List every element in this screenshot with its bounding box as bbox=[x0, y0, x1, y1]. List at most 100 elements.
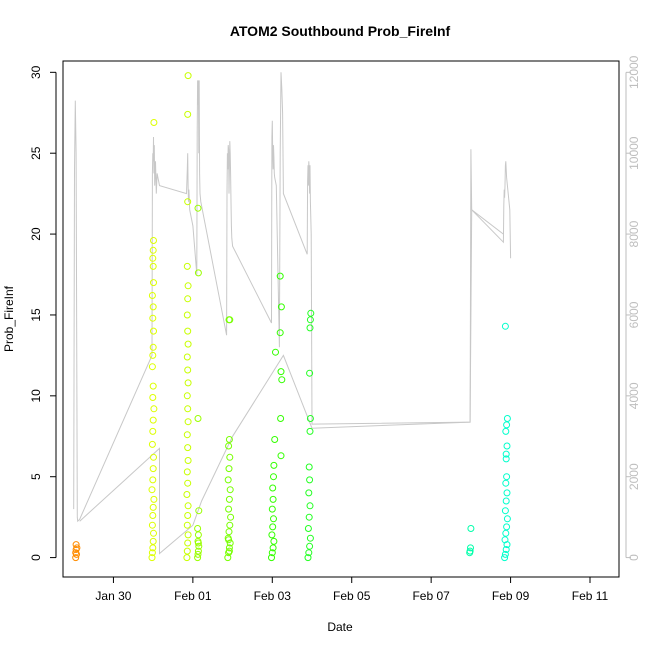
data-point bbox=[269, 544, 277, 552]
x-tick-label: Feb 11 bbox=[572, 589, 609, 603]
data-point bbox=[226, 486, 234, 494]
data-point bbox=[226, 453, 234, 461]
data-point bbox=[225, 547, 233, 555]
x-tick-label: Feb 09 bbox=[492, 589, 530, 603]
data-point bbox=[467, 544, 474, 552]
data-point bbox=[269, 484, 277, 492]
data-point bbox=[501, 536, 509, 544]
data-point bbox=[226, 521, 234, 529]
data-point bbox=[277, 415, 285, 422]
right-tick-label: 2000 bbox=[627, 463, 641, 490]
data-point bbox=[149, 416, 157, 424]
data-point bbox=[277, 303, 285, 311]
data-point bbox=[501, 550, 509, 558]
x-tick-label: Feb 05 bbox=[333, 589, 371, 603]
data-point bbox=[72, 554, 80, 562]
data-point bbox=[148, 486, 156, 494]
y-tick-label: 5 bbox=[29, 473, 43, 480]
data-point bbox=[184, 366, 192, 374]
data-point bbox=[194, 550, 202, 558]
data-point bbox=[184, 512, 192, 519]
right-tick-label: 0 bbox=[627, 554, 641, 561]
data-point bbox=[503, 489, 511, 497]
data-point bbox=[184, 340, 192, 348]
data-point bbox=[150, 279, 157, 287]
data-point bbox=[270, 473, 277, 481]
data-point bbox=[183, 262, 191, 270]
right-axis: 0 2000 4000 6000 8000 10000 12000 bbox=[625, 55, 641, 561]
data-point bbox=[184, 282, 192, 290]
data-point bbox=[149, 512, 157, 519]
data-point bbox=[306, 542, 314, 550]
data-point bbox=[225, 544, 233, 552]
data-point bbox=[276, 329, 284, 337]
data-point bbox=[149, 476, 157, 484]
data-point bbox=[150, 453, 157, 461]
data-point bbox=[502, 427, 510, 435]
data-point bbox=[150, 405, 158, 413]
data-point bbox=[501, 507, 509, 515]
data-point bbox=[225, 442, 233, 450]
data-point bbox=[194, 204, 202, 212]
data-point bbox=[306, 324, 314, 332]
data-point bbox=[225, 465, 233, 473]
data-point bbox=[150, 119, 158, 126]
data-point bbox=[183, 491, 191, 498]
data-point bbox=[148, 363, 156, 371]
data-point bbox=[224, 476, 232, 484]
data-point bbox=[503, 442, 511, 450]
data-point bbox=[501, 554, 509, 562]
data-point bbox=[305, 513, 313, 521]
data-point bbox=[149, 503, 157, 511]
data-point bbox=[150, 237, 157, 244]
data-point bbox=[184, 531, 192, 539]
data-point bbox=[226, 316, 234, 324]
y-tick-label: 0 bbox=[29, 554, 43, 561]
data-point bbox=[304, 554, 312, 562]
data-point bbox=[183, 521, 191, 529]
data-point bbox=[268, 554, 275, 562]
data-point bbox=[194, 547, 202, 555]
data-point bbox=[184, 72, 192, 80]
data-point bbox=[149, 262, 157, 270]
data-point bbox=[227, 513, 235, 521]
data-point bbox=[502, 455, 510, 463]
data-point bbox=[225, 505, 233, 513]
data-point bbox=[306, 502, 314, 510]
data-point bbox=[503, 515, 511, 523]
data-point bbox=[271, 436, 279, 443]
data-point bbox=[149, 465, 157, 473]
y-tick-label: 20 bbox=[29, 227, 43, 241]
data-point bbox=[306, 534, 314, 542]
data-point bbox=[225, 536, 233, 544]
data-point bbox=[307, 309, 315, 317]
data-point bbox=[184, 295, 192, 303]
data-point bbox=[149, 246, 157, 254]
data-point bbox=[268, 549, 276, 557]
right-tick-label: 4000 bbox=[627, 382, 641, 409]
data-point bbox=[73, 544, 81, 552]
data-point bbox=[149, 427, 157, 435]
y-tick-label: 25 bbox=[29, 146, 43, 160]
data-point bbox=[184, 198, 192, 206]
data-point bbox=[224, 554, 232, 562]
right-tick-label: 10000 bbox=[627, 136, 641, 170]
data-point bbox=[502, 497, 510, 505]
data-point bbox=[502, 479, 510, 487]
data-point bbox=[502, 546, 510, 553]
data-point bbox=[184, 502, 192, 510]
data-point bbox=[149, 343, 157, 351]
data-point bbox=[148, 292, 156, 299]
data-point bbox=[184, 327, 192, 335]
data-point bbox=[306, 369, 314, 377]
secondary-lines bbox=[73, 72, 512, 555]
data-point bbox=[184, 110, 192, 118]
data-point bbox=[269, 495, 277, 503]
connector-line bbox=[79, 208, 504, 555]
data-point bbox=[277, 452, 285, 460]
data-point bbox=[184, 444, 192, 452]
data-point bbox=[195, 542, 203, 550]
plot-frame bbox=[62, 60, 620, 578]
data-point bbox=[268, 531, 276, 539]
